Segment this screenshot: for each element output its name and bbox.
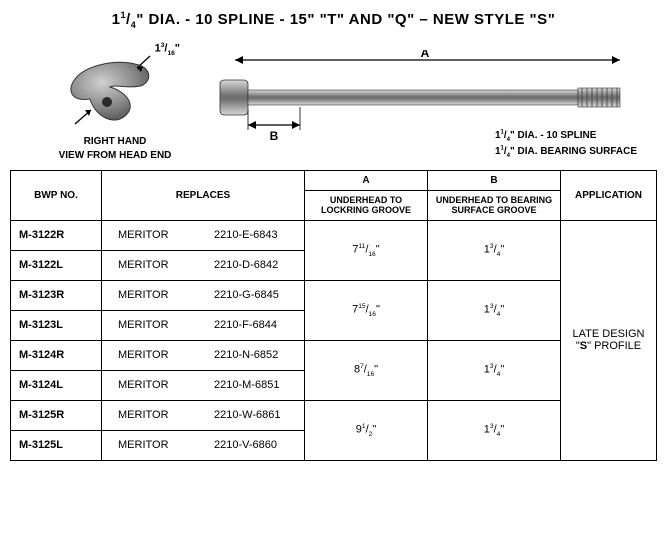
rep-brand: MERITOR [118,289,178,301]
dim-a-cell: 715/16" [305,280,428,340]
bwp-cell: M-3125L [11,430,102,460]
th-bwp: BWP NO. [11,171,102,221]
cam-head-illustration [55,54,175,129]
th-a-sub: UNDERHEAD TO LOCKRING GROOVE [305,191,428,221]
rep-part: 2210-E-6843 [214,229,278,241]
dim-a-cell: 87/16" [305,340,428,400]
rep-brand: MERITOR [118,349,178,361]
rep-part: 2210-G-6845 [214,289,279,301]
replaces-cell: MERITOR 2210-V-6860 [102,430,305,460]
bwp-cell: M-3122L [11,250,102,280]
dim-b-cell: 13/4" [428,400,561,460]
shaft-spec-1: 11/4" DIA. - 10 SPLINE [495,129,637,145]
head-dimension: 13/16" [155,42,180,57]
spec-table: BWP NO. REPLACES A B APPLICATION UNDERHE… [10,170,657,461]
rep-part: 2210-W-6861 [214,409,280,421]
dim-b-cell: 13/4" [428,220,561,280]
bwp-cell: M-3123L [11,310,102,340]
replaces-cell: MERITOR 2210-M-6851 [102,370,305,400]
rep-part: 2210-F-6844 [214,319,277,331]
rep-brand: MERITOR [118,379,178,391]
head-end-block: 13/16" RIGHT HAND VIEW FROM HEAD END [30,40,200,162]
diagram-row: 13/16" RIGHT HAND VIEW FROM HEAD END [10,40,657,162]
shaft-spec-text: 11/4" DIA. - 10 SPLINE 11/4" DIA. BEARIN… [495,129,637,161]
bwp-cell: M-3123R [11,280,102,310]
dim-a-cell: 711/16" [305,220,428,280]
head-caption-2: VIEW FROM HEAD END [30,150,200,162]
dim-a-label: A [421,50,430,60]
replaces-cell: MERITOR 2210-G-6845 [102,280,305,310]
rep-brand: MERITOR [118,229,178,241]
dim-b-label: B [270,129,279,143]
th-b-sub: UNDERHEAD TO BEARING SURFACE GROOVE [428,191,561,221]
rep-brand: MERITOR [118,259,178,271]
replaces-cell: MERITOR 2210-F-6844 [102,310,305,340]
shaft-block: A B 11/4" DIA. - 10 SPLINE 11/4" DIA. [200,40,637,155]
rep-part: 2210-N-6852 [214,349,278,361]
head-caption-1: RIGHT HAND [30,136,200,148]
dim-a-cell: 91/2" [305,400,428,460]
shaft-spec-2: 11/4" DIA. BEARING SURFACE [495,145,637,161]
rep-brand: MERITOR [118,409,178,421]
th-application: APPLICATION [561,171,657,221]
dim-b-cell: 13/4" [428,280,561,340]
rep-part: 2210-M-6851 [214,379,279,391]
rep-part: 2210-D-6842 [214,259,278,271]
replaces-cell: MERITOR 2210-E-6843 [102,220,305,250]
rep-brand: MERITOR [118,439,178,451]
bwp-cell: M-3122R [11,220,102,250]
rep-part: 2210-V-6860 [214,439,277,451]
th-a-top: A [305,171,428,191]
replaces-cell: MERITOR 2210-N-6852 [102,340,305,370]
th-b-top: B [428,171,561,191]
replaces-cell: MERITOR 2210-D-6842 [102,250,305,280]
bwp-cell: M-3125R [11,400,102,430]
application-cell: LATE DESIGN "S" PROFILE [561,220,657,460]
th-replaces: REPLACES [102,171,305,221]
bwp-cell: M-3124R [11,340,102,370]
rep-brand: MERITOR [118,319,178,331]
replaces-cell: MERITOR 2210-W-6861 [102,400,305,430]
bwp-cell: M-3124L [11,370,102,400]
dim-b-cell: 13/4" [428,340,561,400]
page-title: 11/4" DIA. - 10 SPLINE - 15" "T" AND "Q"… [10,10,657,30]
